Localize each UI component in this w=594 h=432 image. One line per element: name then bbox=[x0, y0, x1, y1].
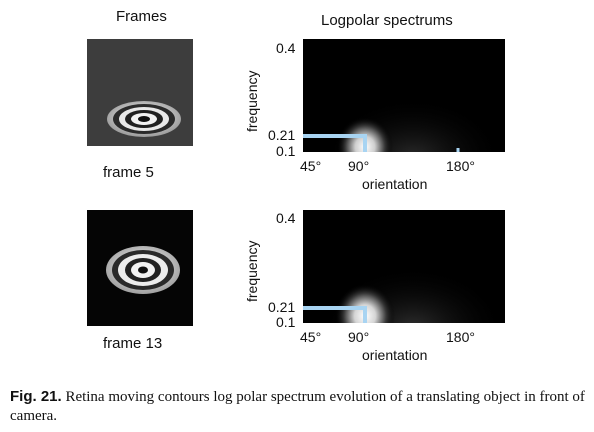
ytick-0-1: 0.1 bbox=[276, 143, 296, 159]
frames-column-title: Frames bbox=[116, 8, 167, 25]
ytick-0-21: 0.21 bbox=[268, 299, 296, 315]
xtick-45: 45° bbox=[300, 329, 322, 345]
y-axis-title: frequency bbox=[244, 240, 260, 302]
frame-5-image bbox=[87, 39, 193, 146]
xtick-90: 90° bbox=[348, 329, 370, 345]
figure-label: Fig. 21. bbox=[10, 388, 62, 405]
frame-13-image bbox=[87, 210, 193, 326]
concentric-rings-image bbox=[107, 101, 181, 137]
x-axis-title: orientation bbox=[362, 176, 428, 192]
frame-13-label: frame 13 bbox=[103, 335, 163, 352]
concentric-rings-image bbox=[106, 246, 180, 294]
spectrum-column-title: Logpolar spectrums bbox=[321, 12, 453, 29]
spectrum-heatmap-1 bbox=[303, 97, 503, 152]
ytick-0-21: 0.21 bbox=[268, 127, 296, 143]
figure-caption: Fig. 21. Retina moving contours log pola… bbox=[10, 387, 586, 426]
figure-caption-text: Retina moving contours log polar spectru… bbox=[10, 389, 585, 424]
ytick-0-4: 0.4 bbox=[276, 210, 296, 226]
y-axis-title: frequency bbox=[244, 70, 260, 132]
x-axis-title: orientation bbox=[362, 347, 428, 363]
ytick-0-4: 0.4 bbox=[276, 40, 296, 56]
xtick-180: 180° bbox=[446, 329, 475, 345]
xtick-90: 90° bbox=[348, 158, 370, 174]
spectrum-heatmap-2 bbox=[303, 266, 505, 323]
spectrum-plot-1 bbox=[303, 39, 505, 152]
ytick-0-1: 0.1 bbox=[276, 314, 296, 330]
xtick-180: 180° bbox=[446, 158, 475, 174]
xtick-45: 45° bbox=[300, 158, 322, 174]
frame-5-label: frame 5 bbox=[103, 164, 154, 181]
spectrum-plot-2 bbox=[303, 210, 505, 323]
